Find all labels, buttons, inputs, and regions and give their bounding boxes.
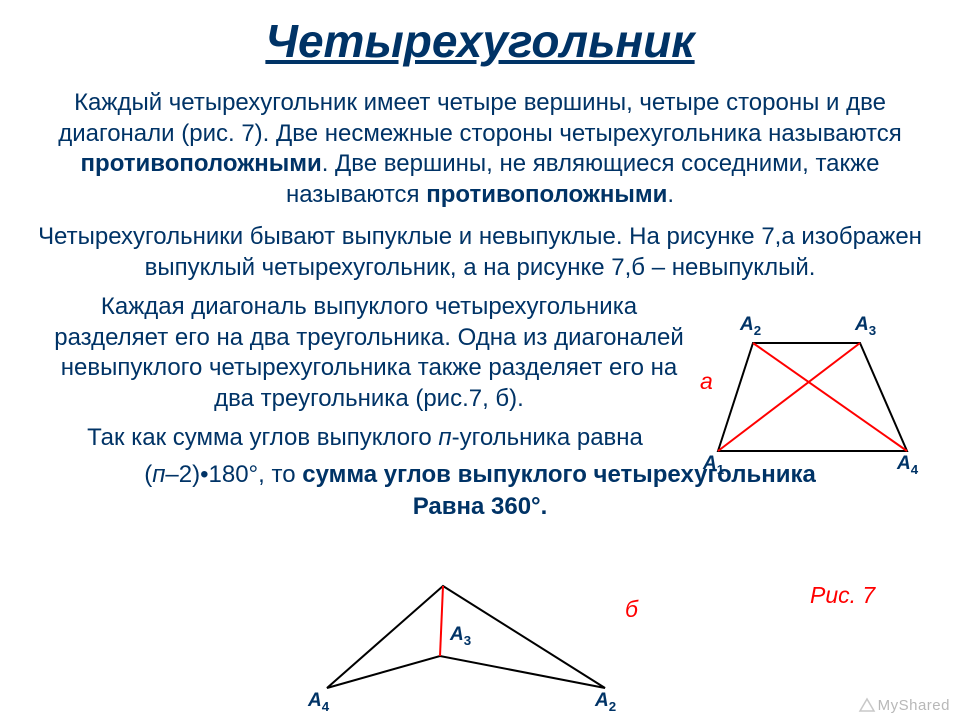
p1-b2: противоположными: [426, 181, 667, 208]
watermark: MyShared: [856, 697, 950, 714]
watermark-text: MyShared: [878, 697, 950, 714]
vertex-label-a1: A1: [703, 453, 724, 477]
diagram-b-label: б: [625, 596, 638, 623]
vertex-label-b-a4: A4: [308, 690, 329, 714]
p5-t2: –2)•180°, то: [165, 461, 302, 488]
p4-t2: -угольника равна: [452, 424, 643, 451]
p1-b1: противоположными: [81, 150, 322, 177]
p4-i1: п: [438, 424, 451, 451]
diagram-b-svg: [305, 576, 645, 716]
p1-t1: Каждый четырехугольник имеет четыре верш…: [58, 89, 902, 147]
slide-root: Четырехугольник Каждый четырехугольник и…: [0, 0, 960, 720]
vertex-label-a2: A2: [740, 314, 761, 338]
paragraph-2: Четырехугольники бывают выпуклые и невып…: [0, 222, 960, 283]
p5-i1: п: [152, 461, 165, 488]
vertex-label-a4: A4: [897, 453, 918, 477]
p1-t3: .: [667, 181, 674, 208]
diagram-a: а A1 A2 A3 A4: [700, 313, 925, 473]
vertex-label-b-a3: A3: [450, 624, 471, 648]
p5-t1: (: [144, 461, 152, 488]
slide-title: Четырехугольник: [0, 0, 960, 68]
paragraph-6: Равна 360°.: [0, 492, 960, 523]
diagram-b: б A4 A2 A3: [305, 576, 645, 716]
diagram-a-svg: [700, 313, 925, 473]
vertex-label-a3: A3: [855, 314, 876, 338]
vertex-label-b-a2: A2: [595, 690, 616, 714]
figure-caption: Рис. 7: [810, 582, 875, 609]
watermark-icon: [856, 697, 878, 713]
paragraph-1: Каждый четырехугольник имеет четыре верш…: [0, 88, 960, 211]
p6-b1: Равна 360°.: [413, 493, 548, 520]
diagram-a-label: а: [700, 368, 713, 395]
p4-t1: Так как сумма углов выпуклого: [87, 424, 438, 451]
